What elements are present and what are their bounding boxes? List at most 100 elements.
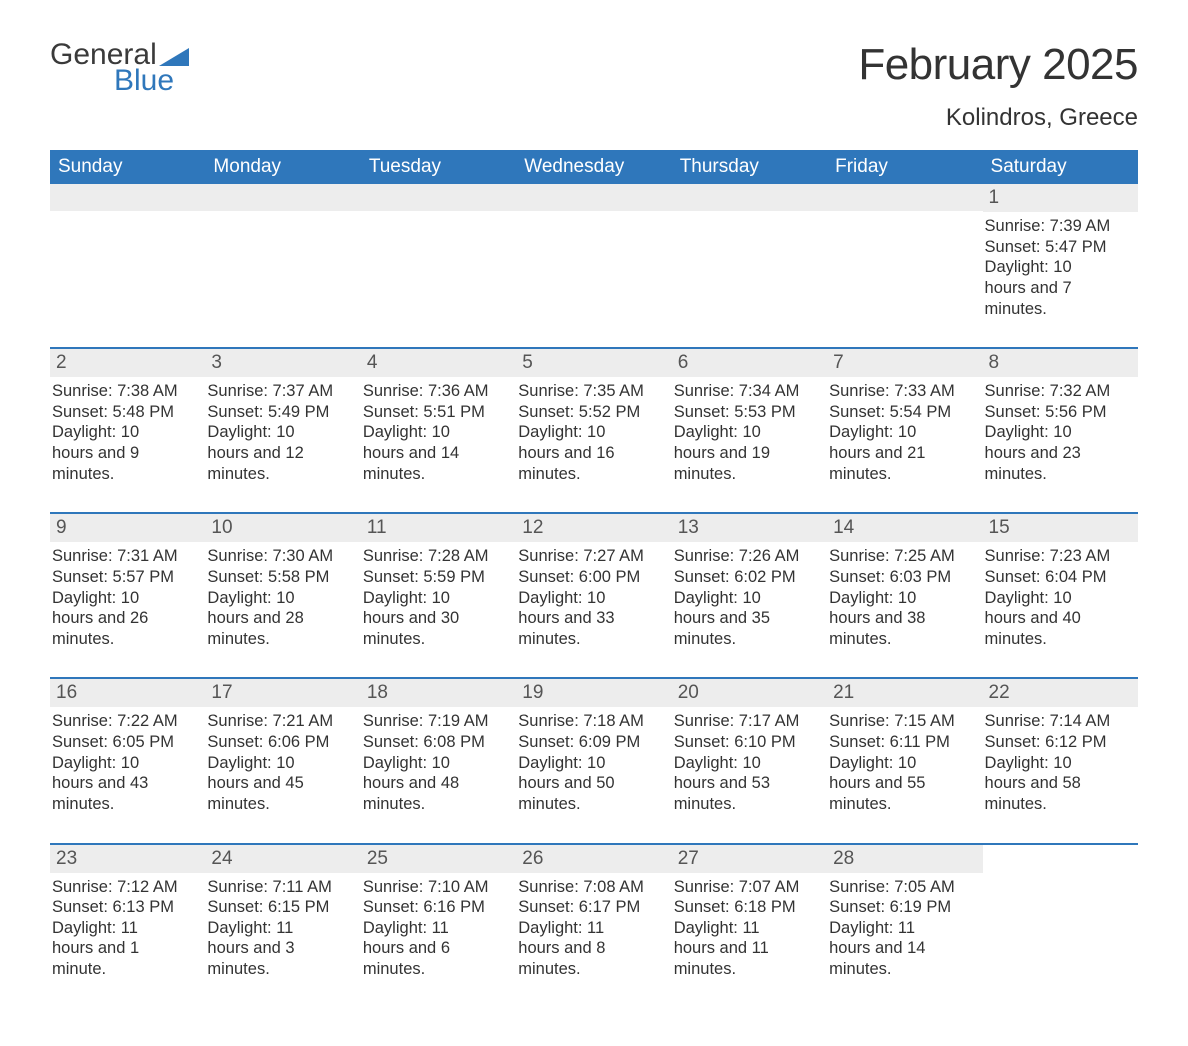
sunrise-text: Sunrise: 7:08 AM [518,877,649,898]
calendar-weeks: 1Sunrise: 7:39 AMSunset: 5:47 PMDaylight… [50,184,1138,986]
day-number: 16 [56,682,77,703]
daylight-text: Daylight: 10 hours and 38 minutes. [829,588,960,650]
day-number: 22 [989,682,1010,703]
daylight-text: Daylight: 10 hours and 30 minutes. [363,588,494,650]
day-body: Sunrise: 7:05 AMSunset: 6:19 PMDaylight:… [827,877,976,980]
sunset-text: Sunset: 6:17 PM [518,897,649,918]
day-body: Sunrise: 7:28 AMSunset: 5:59 PMDaylight:… [361,546,510,649]
day-number: 9 [56,517,67,538]
daynum-bar: 10 [205,514,360,542]
calendar-day: 5Sunrise: 7:35 AMSunset: 5:52 PMDaylight… [516,349,671,490]
sunset-text: Sunset: 6:16 PM [363,897,494,918]
day-number: 28 [833,848,854,869]
day-body: Sunrise: 7:12 AMSunset: 6:13 PMDaylight:… [50,877,199,980]
sunset-text: Sunset: 6:00 PM [518,567,649,588]
daynum-bar: 1 [983,184,1138,212]
day-body: Sunrise: 7:10 AMSunset: 6:16 PMDaylight:… [361,877,510,980]
daynum-bar: 27 [672,845,827,873]
day-number: 5 [522,352,533,373]
daynum-bar: 16 [50,679,205,707]
daylight-text: Daylight: 10 hours and 48 minutes. [363,753,494,815]
day-number: 23 [56,848,77,869]
daylight-text: Daylight: 10 hours and 9 minutes. [52,422,183,484]
daylight-text: Daylight: 11 hours and 6 minutes. [363,918,494,980]
daynum-bar [205,184,360,211]
day-body: Sunrise: 7:38 AMSunset: 5:48 PMDaylight:… [50,381,199,484]
day-body: Sunrise: 7:34 AMSunset: 5:53 PMDaylight:… [672,381,821,484]
day-number: 4 [367,352,378,373]
daynum-bar: 22 [983,679,1138,707]
sunset-text: Sunset: 6:09 PM [518,732,649,753]
day-body: Sunrise: 7:37 AMSunset: 5:49 PMDaylight:… [205,381,354,484]
calendar-day: 20Sunrise: 7:17 AMSunset: 6:10 PMDayligh… [672,679,827,820]
sunrise-text: Sunrise: 7:10 AM [363,877,494,898]
sunset-text: Sunset: 6:06 PM [207,732,338,753]
daynum-bar: 6 [672,349,827,377]
sunrise-text: Sunrise: 7:12 AM [52,877,183,898]
calendar-day-empty [205,184,360,325]
calendar-day: 2Sunrise: 7:38 AMSunset: 5:48 PMDaylight… [50,349,205,490]
day-number: 19 [522,682,543,703]
calendar-day: 21 Sunrise: 7:15 AMSunset: 6:11 PMDayligh… [827,679,982,820]
sunrise-text: Sunrise: 7:21 AM [207,711,338,732]
calendar-day-empty [827,184,982,325]
day-body: Sunrise: 7:08 AMSunset: 6:17 PMDaylight:… [516,877,665,980]
sunrise-text: Sunrise: 7:37 AM [207,381,338,402]
calendar-day: 9 Sunrise: 7:31 AMSunset: 5:57 PMDaylight… [50,514,205,655]
daynum-bar: 9 [50,514,205,542]
daynum-bar: 14 [827,514,982,542]
daynum-bar: 5 [516,349,671,377]
daynum-bar: 20 [672,679,827,707]
sunset-text: Sunset: 6:11 PM [829,732,960,753]
daylight-text: Daylight: 10 hours and 23 minutes. [985,422,1116,484]
sunset-text: Sunset: 6:04 PM [985,567,1116,588]
day-body: Sunrise: 7:33 AMSunset: 5:54 PMDaylight:… [827,381,976,484]
calendar-day-empty [983,845,1138,986]
daynum-bar: 21 [827,679,982,707]
day-number: 20 [678,682,699,703]
daynum-bar: 26 [516,845,671,873]
daynum-bar: 17 [205,679,360,707]
sunrise-text: Sunrise: 7:14 AM [985,711,1116,732]
day-number: 1 [989,187,1000,208]
day-body: Sunrise: 7:19 AMSunset: 6:08 PMDaylight:… [361,711,510,814]
dow-cell: Tuesday [361,150,516,184]
dow-cell: Sunday [50,150,205,184]
calendar-day-empty [361,184,516,325]
calendar-week: 1Sunrise: 7:39 AMSunset: 5:47 PMDaylight… [50,184,1138,325]
calendar-day: 8Sunrise: 7:32 AMSunset: 5:56 PMDaylight… [983,349,1138,490]
days-of-week-header: SundayMondayTuesdayWednesdayThursdayFrid… [50,150,1138,184]
sunrise-text: Sunrise: 7:23 AM [985,546,1116,567]
daynum-bar: 25 [361,845,516,873]
daynum-bar [672,184,827,211]
sunrise-text: Sunrise: 7:32 AM [985,381,1116,402]
sunset-text: Sunset: 5:52 PM [518,402,649,423]
sunset-text: Sunset: 5:53 PM [674,402,805,423]
day-body: Sunrise: 7:23 AMSunset: 6:04 PMDaylight:… [983,546,1132,649]
day-body: Sunrise: 7:15 AMSunset: 6:11 PMDaylight:… [827,711,976,814]
sunrise-text: Sunrise: 7:26 AM [674,546,805,567]
daylight-text: Daylight: 10 hours and 28 minutes. [207,588,338,650]
day-body: Sunrise: 7:11 AMSunset: 6:15 PMDaylight:… [205,877,354,980]
daynum-bar [983,845,1138,872]
brand-word-2: Blue [114,66,189,96]
sunrise-text: Sunrise: 7:22 AM [52,711,183,732]
daylight-text: Daylight: 10 hours and 45 minutes. [207,753,338,815]
calendar-day: 18Sunrise: 7:19 AMSunset: 6:08 PMDayligh… [361,679,516,820]
day-body: Sunrise: 7:31 AMSunset: 5:57 PMDaylight:… [50,546,199,649]
calendar-day: 22Sunrise: 7:14 AMSunset: 6:12 PMDayligh… [983,679,1138,820]
daynum-bar: 23 [50,845,205,873]
sunrise-text: Sunrise: 7:39 AM [985,216,1116,237]
sunset-text: Sunset: 5:54 PM [829,402,960,423]
location-label: Kolindros, Greece [858,104,1138,132]
daynum-bar: 24 [205,845,360,873]
sunrise-text: Sunrise: 7:36 AM [363,381,494,402]
daylight-text: Daylight: 10 hours and 43 minutes. [52,753,183,815]
daynum-bar: 15 [983,514,1138,542]
sunset-text: Sunset: 6:10 PM [674,732,805,753]
sunrise-text: Sunrise: 7:28 AM [363,546,494,567]
daylight-text: Daylight: 10 hours and 55 minutes. [829,753,960,815]
daylight-text: Daylight: 11 hours and 3 minutes. [207,918,338,980]
day-number: 11 [367,517,387,538]
sunset-text: Sunset: 5:57 PM [52,567,183,588]
